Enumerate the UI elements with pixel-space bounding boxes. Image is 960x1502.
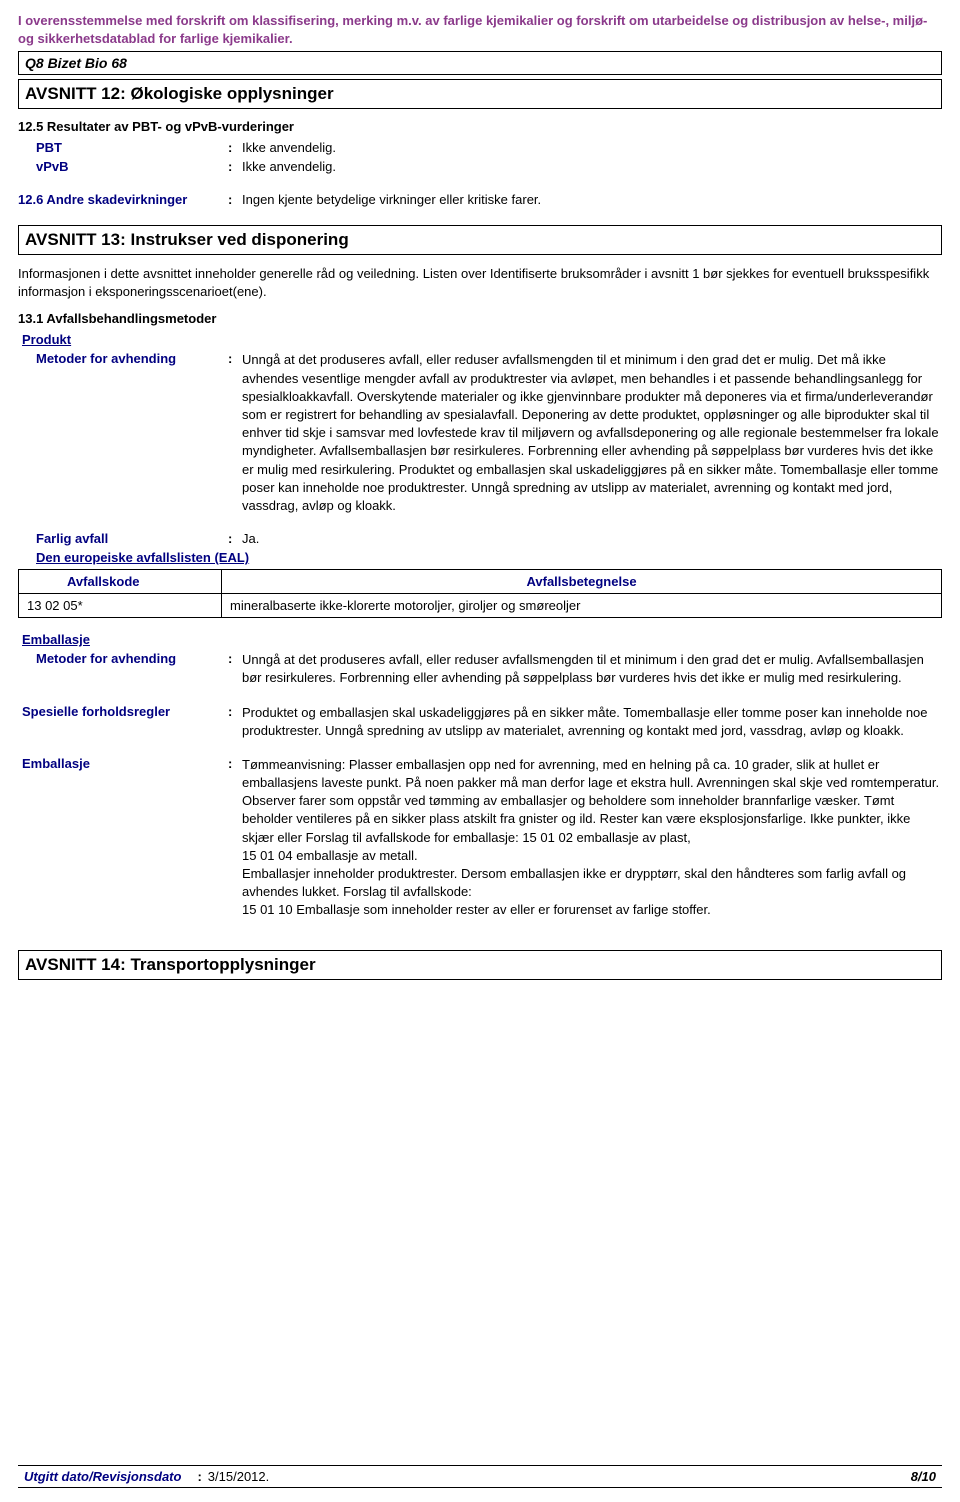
- hazardous-waste-row: Farlig avfall : Ja.: [18, 531, 942, 546]
- section-14-title: AVSNITT 14: Transportopplysninger: [25, 955, 316, 974]
- eal-heading: Den europeiske avfallslisten (EAL): [18, 550, 942, 565]
- colon: :: [228, 192, 242, 207]
- special-precautions-label: Spesielle forholdsregler: [18, 704, 228, 719]
- hazardous-waste-value: Ja.: [242, 531, 942, 546]
- emballasje-row: Emballasje : Tømmeanvisning: Plasser emb…: [18, 756, 942, 920]
- produkt-heading: Produkt: [18, 332, 942, 347]
- colon: :: [228, 704, 242, 719]
- compliance-note: I overensstemmelse med forskrift om klas…: [18, 12, 942, 47]
- section-14-box: AVSNITT 14: Transportopplysninger: [18, 950, 942, 980]
- packaging-method-label: Metoder for avhending: [18, 651, 228, 666]
- table-header-row: Avfallskode Avfallsbetegnelse: [19, 570, 942, 594]
- hazardous-waste-label: Farlig avfall: [18, 531, 228, 546]
- product-method-row: Metoder for avhending : Unngå at det pro…: [18, 351, 942, 515]
- waste-desc-header: Avfallsbetegnelse: [222, 570, 942, 594]
- section-12-box: AVSNITT 12: Økologiske opplysninger: [18, 79, 942, 109]
- subsection-12-6-row: 12.6 Andre skadevirkninger : Ingen kjent…: [18, 192, 942, 207]
- colon: :: [228, 756, 242, 771]
- colon: :: [228, 159, 242, 174]
- colon: :: [197, 1469, 201, 1484]
- pbt-row: PBT : Ikke anvendelig.: [18, 140, 942, 155]
- footer: Utgitt dato/Revisjonsdato : 3/15/2012. 8…: [18, 1465, 942, 1488]
- emballasje-value: Tømmeanvisning: Plasser emballasjen opp …: [242, 756, 942, 920]
- section-12-title: AVSNITT 12: Økologiske opplysninger: [25, 84, 334, 103]
- waste-table: Avfallskode Avfallsbetegnelse 13 02 05* …: [18, 569, 942, 618]
- packaging-method-value: Unngå at det produseres avfall, eller re…: [242, 651, 942, 687]
- vpvb-row: vPvB : Ikke anvendelig.: [18, 159, 942, 174]
- footer-page: 8/10: [911, 1469, 936, 1484]
- pbt-label: PBT: [18, 140, 228, 155]
- vpvb-value: Ikke anvendelig.: [242, 159, 942, 174]
- section-13-intro: Informasjonen i dette avsnittet innehold…: [18, 265, 942, 301]
- packaging-method-row: Metoder for avhending : Unngå at det pro…: [18, 651, 942, 687]
- section-13-box: AVSNITT 13: Instrukser ved disponering: [18, 225, 942, 255]
- product-method-value: Unngå at det produseres avfall, eller re…: [242, 351, 942, 515]
- product-name: Q8 Bizet Bio 68: [25, 55, 127, 71]
- waste-desc-cell: mineralbaserte ikke-klorerte motoroljer,…: [222, 594, 942, 618]
- waste-code-cell: 13 02 05*: [19, 594, 222, 618]
- emballasje-heading: Emballasje: [18, 632, 942, 647]
- pbt-value: Ikke anvendelig.: [242, 140, 942, 155]
- section-13-title: AVSNITT 13: Instrukser ved disponering: [25, 230, 349, 249]
- product-method-label: Metoder for avhending: [18, 351, 228, 366]
- colon: :: [228, 531, 242, 546]
- subsection-13-1-heading: 13.1 Avfallsbehandlingsmetoder: [18, 311, 942, 326]
- emballasje-label: Emballasje: [18, 756, 228, 771]
- subsection-12-6-label: 12.6 Andre skadevirkninger: [18, 192, 228, 207]
- footer-value: 3/15/2012.: [208, 1469, 911, 1484]
- waste-code-header: Avfallskode: [19, 570, 222, 594]
- colon: :: [228, 140, 242, 155]
- footer-label: Utgitt dato/Revisjonsdato: [24, 1469, 181, 1484]
- subsection-12-6-value: Ingen kjente betydelige virkninger eller…: [242, 192, 942, 207]
- product-name-box: Q8 Bizet Bio 68: [18, 51, 942, 75]
- vpvb-label: vPvB: [18, 159, 228, 174]
- table-row: 13 02 05* mineralbaserte ikke-klorerte m…: [19, 594, 942, 618]
- colon: :: [228, 351, 242, 366]
- subsection-12-5-heading: 12.5 Resultater av PBT- og vPvB-vurderin…: [18, 119, 942, 134]
- colon: :: [228, 651, 242, 666]
- special-precautions-row: Spesielle forholdsregler : Produktet og …: [18, 704, 942, 740]
- special-precautions-value: Produktet og emballasjen skal uskadeligg…: [242, 704, 942, 740]
